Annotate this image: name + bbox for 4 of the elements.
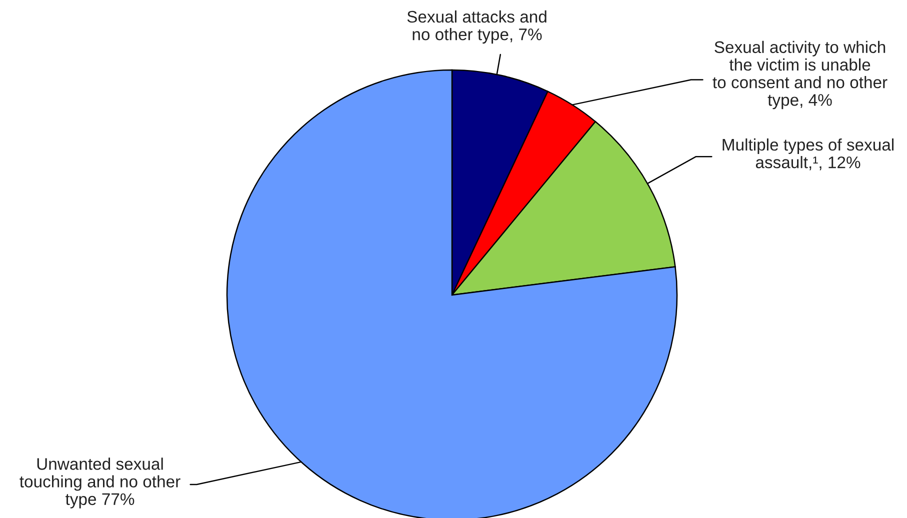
slice-label: Multiple types of sexual assault,¹, 12% bbox=[722, 138, 894, 170]
slice-label: Unwanted sexual touching and no other type 77% bbox=[20, 458, 180, 508]
slice-label: Sexual activity to which the victim is unable to consent and no other type, 4% bbox=[712, 40, 888, 110]
slice-label: Sexual attacks and no other type, 7% bbox=[407, 10, 546, 44]
